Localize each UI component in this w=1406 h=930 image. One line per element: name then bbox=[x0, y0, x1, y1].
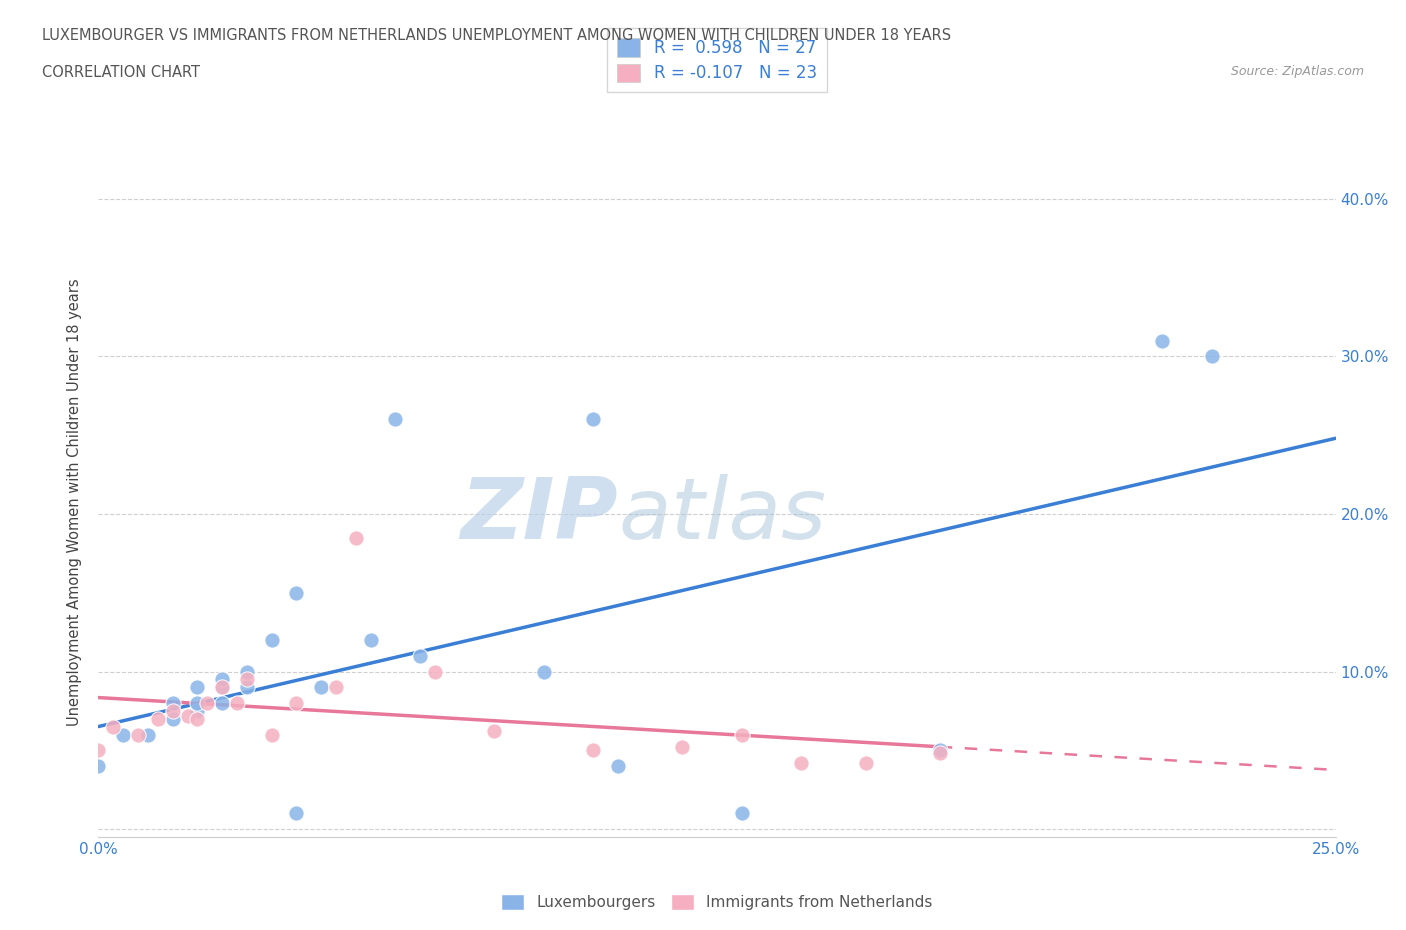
Point bbox=[285, 696, 308, 711]
Point bbox=[127, 727, 149, 742]
Point bbox=[87, 759, 110, 774]
Text: LUXEMBOURGER VS IMMIGRANTS FROM NETHERLANDS UNEMPLOYMENT AMONG WOMEN WITH CHILDR: LUXEMBOURGER VS IMMIGRANTS FROM NETHERLA… bbox=[42, 28, 952, 43]
Point bbox=[236, 664, 259, 679]
Text: atlas: atlas bbox=[619, 474, 827, 557]
Point bbox=[186, 711, 208, 726]
Point bbox=[360, 632, 382, 647]
Point bbox=[236, 680, 259, 695]
Point bbox=[1201, 349, 1223, 364]
Text: Source: ZipAtlas.com: Source: ZipAtlas.com bbox=[1230, 65, 1364, 78]
Point bbox=[211, 696, 233, 711]
Point bbox=[1152, 333, 1174, 348]
Point bbox=[146, 711, 169, 726]
Point bbox=[186, 696, 208, 711]
Point bbox=[928, 746, 950, 761]
Point bbox=[285, 585, 308, 600]
Point bbox=[236, 672, 259, 687]
Point bbox=[226, 696, 249, 711]
Point bbox=[260, 632, 283, 647]
Point bbox=[671, 739, 693, 754]
Point bbox=[211, 680, 233, 695]
Point bbox=[928, 743, 950, 758]
Point bbox=[136, 727, 159, 742]
Point bbox=[260, 727, 283, 742]
Point bbox=[211, 672, 233, 687]
Point bbox=[582, 743, 605, 758]
Point bbox=[112, 727, 135, 742]
Point bbox=[162, 711, 184, 726]
Point bbox=[309, 680, 332, 695]
Point bbox=[162, 696, 184, 711]
Point bbox=[176, 709, 198, 724]
Text: CORRELATION CHART: CORRELATION CHART bbox=[42, 65, 200, 80]
Point bbox=[325, 680, 347, 695]
Text: ZIP: ZIP bbox=[460, 474, 619, 557]
Point bbox=[103, 719, 125, 734]
Legend: Luxembourgers, Immigrants from Netherlands: Luxembourgers, Immigrants from Netherlan… bbox=[495, 888, 939, 916]
Y-axis label: Unemployment Among Women with Children Under 18 years: Unemployment Among Women with Children U… bbox=[67, 278, 83, 726]
Point bbox=[731, 727, 754, 742]
Point bbox=[87, 743, 110, 758]
Point bbox=[423, 664, 446, 679]
Point bbox=[186, 680, 208, 695]
Point bbox=[731, 806, 754, 821]
Point bbox=[607, 759, 630, 774]
Point bbox=[484, 724, 506, 738]
Point bbox=[211, 680, 233, 695]
Point bbox=[855, 755, 877, 770]
Point bbox=[409, 648, 432, 663]
Point bbox=[344, 530, 367, 545]
Point bbox=[790, 755, 813, 770]
Point bbox=[285, 806, 308, 821]
Point bbox=[384, 412, 406, 427]
Point bbox=[533, 664, 555, 679]
Point bbox=[162, 703, 184, 718]
Point bbox=[186, 703, 208, 718]
Point bbox=[582, 412, 605, 427]
Point bbox=[195, 696, 218, 711]
